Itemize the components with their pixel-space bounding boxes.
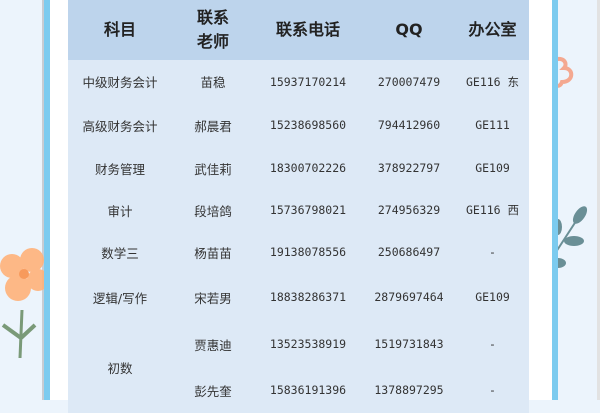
cell-phone: 15836191396 <box>269 383 347 397</box>
cell-qq: 378922797 <box>377 161 441 175</box>
header-teacher-line: 联系 <box>196 8 229 27</box>
contact-card: 科目 联系老师 联系电话 QQ 办公室 中级财务会计 苗稳 15937170214 2… <box>44 0 558 413</box>
cell-phone: 15937170214 <box>269 74 347 89</box>
contact-table: 科目 联系老师 联系电话 QQ 办公室 中级财务会计 苗稳 15937170214 2… <box>68 0 529 413</box>
header-phone: 联系电话 <box>275 20 340 39</box>
cell-subject: 逻辑/写作 <box>92 290 148 306</box>
cell-subject: 财务管理 <box>94 161 145 177</box>
cell-teacher: 段培鸽 <box>194 203 232 219</box>
cell-subject: 初数 <box>107 360 133 376</box>
cell-office: GE116 西 <box>465 203 520 217</box>
table-row: 中级财务会计 苗稳 15937170214 270007479 GE116 东 <box>68 60 529 103</box>
cell-phone: 18838286371 <box>269 290 347 304</box>
table-row: 审计 段培鸽 15736798021 274956329 GE116 西 <box>68 189 529 231</box>
cell-office: GE109 <box>475 290 510 304</box>
cell-office: - <box>489 383 496 397</box>
cell-qq: 274956329 <box>377 203 441 217</box>
cell-phone: 15736798021 <box>269 203 347 217</box>
cell-qq: 270007479 <box>377 74 441 89</box>
cell-teacher: 彭先奎 <box>194 383 232 399</box>
cell-office: GE116 东 <box>465 74 520 89</box>
cell-phone: 18300702226 <box>269 161 347 175</box>
table-row: 财务管理 武佳莉 18300702226 378922797 GE109 <box>68 147 529 189</box>
table-row: 初数 贾惠迪 13523538919 1519731843 - <box>68 321 529 376</box>
cell-office: GE109 <box>475 161 510 175</box>
header-teacher-line: 老师 <box>196 32 229 51</box>
header-teacher: 联系 老师 <box>172 0 254 60</box>
cell-teacher: 杨苗苗 <box>194 245 232 261</box>
page-edge <box>42 0 44 400</box>
cell-office: - <box>489 337 496 351</box>
table-row: 逻辑/写作 宋若男 18838286371 2879697464 GE109 <box>68 273 529 321</box>
table-row: 彭先奎 15836191396 1378897295 - <box>68 367 529 413</box>
cell-office: GE111 <box>475 118 510 132</box>
cell-qq: 1378897295 <box>374 383 444 397</box>
cell-teacher: 武佳莉 <box>194 161 232 177</box>
cell-phone: 13523538919 <box>269 337 347 351</box>
scrollbar[interactable] <box>597 0 600 400</box>
cell-office: - <box>489 245 496 259</box>
cell-subject: 高级财务会计 <box>82 118 158 134</box>
table-header-row: 科目 联系老师 联系电话 QQ 办公室 <box>68 0 529 60</box>
header-subject: 科目 <box>103 20 136 39</box>
cell-phone: 19138078556 <box>269 245 347 259</box>
header-office: 办公室 <box>468 20 517 39</box>
cell-subject: 审计 <box>107 203 133 219</box>
cell-qq: 250686497 <box>377 245 441 259</box>
cell-phone: 15238698560 <box>269 118 347 132</box>
cell-teacher: 贾惠迪 <box>194 337 232 353</box>
cell-teacher: 苗稳 <box>200 75 226 90</box>
flower-icon <box>0 248 46 359</box>
cell-subject: 数学三 <box>101 245 139 261</box>
cell-teacher: 宋若男 <box>194 290 232 306</box>
header-qq: QQ <box>395 20 423 39</box>
table-row: 高级财务会计 郝晨君 15238698560 794412960 GE111 <box>68 103 529 147</box>
leaf-icon <box>552 206 588 268</box>
cell-qq: 794412960 <box>377 118 441 132</box>
cell-qq: 2879697464 <box>374 290 444 304</box>
cell-subject: 中级财务会计 <box>82 75 158 90</box>
table-row: 数学三 杨苗苗 19138078556 250686497 - <box>68 231 529 273</box>
cell-teacher: 郝晨君 <box>194 118 232 134</box>
cell-qq: 1519731843 <box>374 337 444 351</box>
